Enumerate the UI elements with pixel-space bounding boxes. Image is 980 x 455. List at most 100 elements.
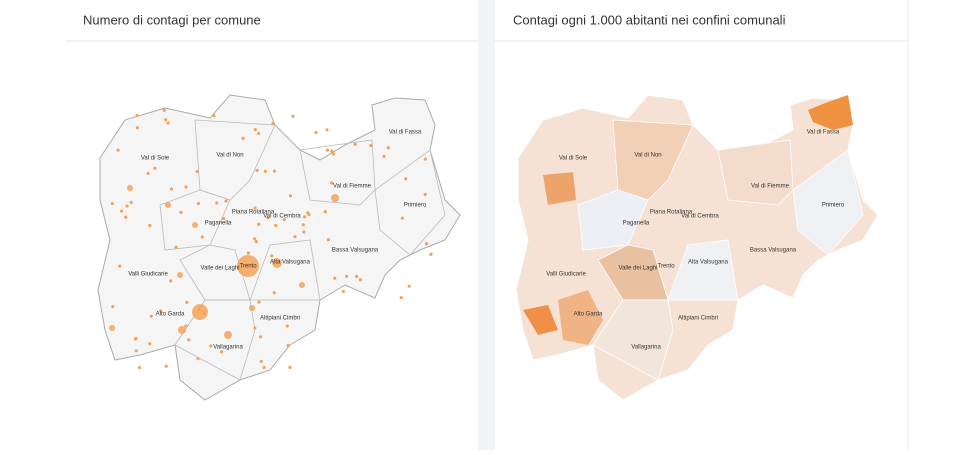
hotspot xyxy=(808,95,853,130)
bubble xyxy=(137,365,142,370)
bubble xyxy=(255,168,259,173)
bubble xyxy=(353,142,357,146)
area-label: Bassa Valsugana xyxy=(750,248,797,254)
area-label: Vallagarina xyxy=(631,345,661,351)
district xyxy=(194,119,276,201)
bubble xyxy=(196,357,200,361)
bubble xyxy=(274,223,278,228)
bubble xyxy=(429,252,433,256)
bubble xyxy=(258,335,263,339)
bubble xyxy=(271,121,275,126)
area-label: Valle dei Laghi xyxy=(201,266,240,272)
bubble xyxy=(133,337,138,341)
district xyxy=(374,149,446,256)
bubble xyxy=(263,169,267,173)
bubble xyxy=(135,126,139,130)
area-label: Val di Cembra xyxy=(263,214,301,220)
bubble xyxy=(148,223,152,228)
bubble xyxy=(165,202,171,208)
area-label: Trento xyxy=(657,264,675,270)
area-label: Valle dei Laghi xyxy=(619,266,658,272)
bubble xyxy=(111,305,115,309)
area-label: Altipiani Cimbri xyxy=(678,316,718,322)
bubble xyxy=(257,131,261,136)
district xyxy=(717,139,794,206)
bubble xyxy=(215,201,219,205)
bubble xyxy=(326,238,331,242)
bubble xyxy=(146,171,150,176)
bubble xyxy=(159,309,163,313)
bubble xyxy=(162,108,166,112)
bubble xyxy=(358,278,363,282)
bubble xyxy=(369,143,373,148)
bubble xyxy=(249,305,255,311)
area-label: Alto Garda xyxy=(574,312,603,318)
panel-title: Contagi ogni 1.000 abitanti nei confini … xyxy=(513,12,786,27)
bubble xyxy=(302,215,307,219)
bubble xyxy=(325,128,329,132)
bubble xyxy=(253,128,257,132)
area-label: Val di Non xyxy=(634,153,661,159)
bubble xyxy=(192,222,198,228)
bubble xyxy=(149,314,153,318)
bubble xyxy=(400,216,404,220)
region-outline xyxy=(97,94,461,401)
bubble xyxy=(423,157,427,161)
area-label: Alto Garda xyxy=(156,312,185,318)
bubble xyxy=(166,121,170,125)
bubble xyxy=(330,149,334,153)
bubble xyxy=(179,210,183,214)
area-label: Primiero xyxy=(404,203,427,209)
bubble xyxy=(254,240,258,244)
hotspot xyxy=(523,305,558,335)
bubble xyxy=(323,210,327,214)
bubble xyxy=(129,200,133,205)
area-label: Vallagarina xyxy=(213,345,243,351)
area-label: Piana Rotaliana xyxy=(650,210,693,216)
area-label: Val di Fassa xyxy=(389,130,422,136)
bubble xyxy=(120,209,124,213)
bubble xyxy=(257,300,261,304)
bubble xyxy=(184,185,188,189)
bubble xyxy=(285,324,289,328)
bubble xyxy=(237,255,259,277)
bubble xyxy=(314,130,318,135)
district xyxy=(577,189,649,251)
bubble xyxy=(209,344,213,348)
bubble xyxy=(344,274,349,278)
bubble xyxy=(177,272,183,278)
bubble xyxy=(134,349,138,353)
district xyxy=(249,239,321,301)
area-label: Piana Rotaliana xyxy=(232,210,275,216)
bubble xyxy=(169,187,174,191)
bubble xyxy=(293,235,297,239)
bubble xyxy=(169,279,173,283)
map: Val di Sole Val di Non Val di Fassa Val di … xyxy=(515,94,879,401)
bubble xyxy=(185,300,189,304)
bubble xyxy=(253,206,257,210)
bubble xyxy=(164,364,168,368)
bubble xyxy=(355,274,359,279)
area-label: Paganella xyxy=(205,221,232,227)
bubble xyxy=(270,254,274,258)
area-label: Val di Cembra xyxy=(681,214,719,220)
bubble xyxy=(116,148,120,152)
bubble xyxy=(282,218,286,222)
bubble xyxy=(382,154,386,158)
bubble xyxy=(423,192,427,197)
bubble xyxy=(187,338,191,342)
panel-title: Numero di contagi per comune xyxy=(83,12,261,27)
bubble xyxy=(192,304,208,320)
area-label: Alta Valsugana xyxy=(688,260,729,266)
hotspot xyxy=(558,290,603,345)
district xyxy=(792,149,864,256)
area-label: Alta Valsugana xyxy=(270,260,311,266)
bubble xyxy=(302,230,306,234)
divider xyxy=(478,0,495,450)
district xyxy=(667,239,739,301)
bubble xyxy=(195,169,199,174)
bubble xyxy=(286,343,290,348)
bubble xyxy=(110,201,114,206)
bubble xyxy=(291,114,295,118)
area-label: Val di Fiemme xyxy=(751,184,790,190)
